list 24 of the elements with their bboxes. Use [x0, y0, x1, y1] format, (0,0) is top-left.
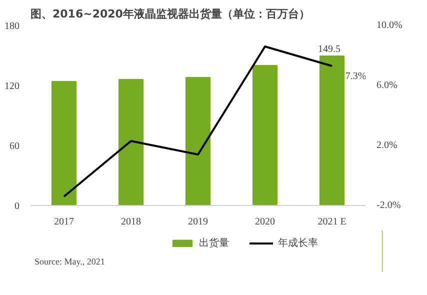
y-tick-label: 60 — [10, 141, 20, 152]
data-label: 7.3% — [345, 71, 366, 82]
bar — [319, 56, 345, 206]
y-tick-label: 120 — [4, 81, 20, 92]
legend-label: 年成长率 — [278, 236, 318, 250]
bar — [185, 77, 211, 206]
y-tick-label: 0 — [14, 201, 20, 212]
y2-tick-label: 6.0% — [376, 80, 398, 91]
data-label: 149.5 — [318, 44, 340, 55]
x-tick-label: 2021 E — [318, 216, 346, 228]
x-tick-label: 2020 — [255, 216, 275, 228]
x-tick-label: 2017 — [54, 216, 74, 228]
legend-label: 出货量 — [199, 236, 229, 250]
y-tick-label: 180 — [4, 21, 20, 32]
y2-tick-label: 2.0% — [376, 140, 398, 151]
x-tick-label: 2019 — [188, 216, 208, 228]
source-note: Source: May., 2021 — [34, 256, 105, 266]
x-tick-label: 2018 — [121, 216, 141, 228]
bar — [51, 81, 77, 206]
bar — [118, 79, 144, 206]
bar — [252, 65, 278, 206]
chart-title: 图、2016~2020年液晶监视器出货量（单位：百万台） — [30, 8, 310, 20]
y2-tick-label: 10.0% — [376, 20, 402, 31]
y2-tick-label: -2.0% — [376, 200, 401, 211]
